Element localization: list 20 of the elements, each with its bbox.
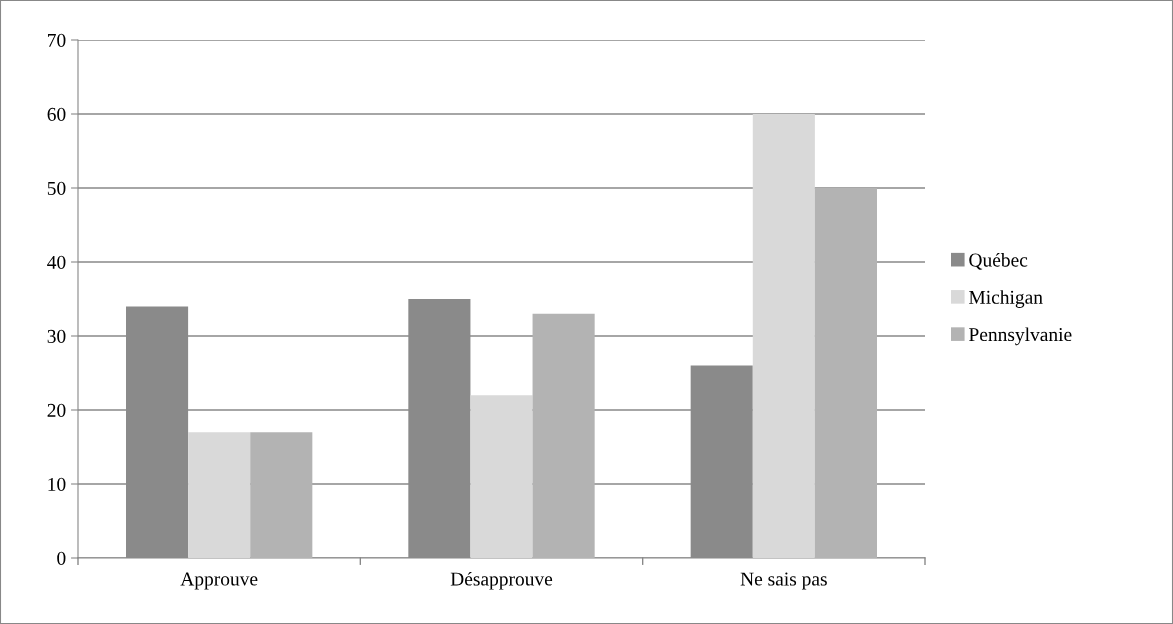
x-tick-label: Désapprouve <box>450 571 553 590</box>
legend-label: Michigan <box>969 290 1043 308</box>
bar <box>470 395 533 558</box>
bar <box>814 188 877 558</box>
bar <box>188 432 251 558</box>
x-tick-label: Ne sais pas <box>740 572 827 590</box>
y-tick-label: 10 <box>48 477 66 491</box>
bar <box>752 114 815 558</box>
legend-label: Pennsylvanie <box>969 327 1072 346</box>
y-tick-label: 70 <box>48 33 66 47</box>
y-tick-label: 30 <box>47 329 66 343</box>
y-tick-label: 40 <box>47 255 66 269</box>
x-tick-label: Approuve <box>180 572 258 590</box>
bar <box>250 432 313 558</box>
y-tick-label: 0 <box>57 551 66 565</box>
y-tick-label: 60 <box>47 107 66 121</box>
y-tick-label: 50 <box>47 181 66 195</box>
legend-label: Québec <box>969 252 1028 270</box>
bar <box>532 313 595 558</box>
y-tick-label: 20 <box>47 403 66 417</box>
